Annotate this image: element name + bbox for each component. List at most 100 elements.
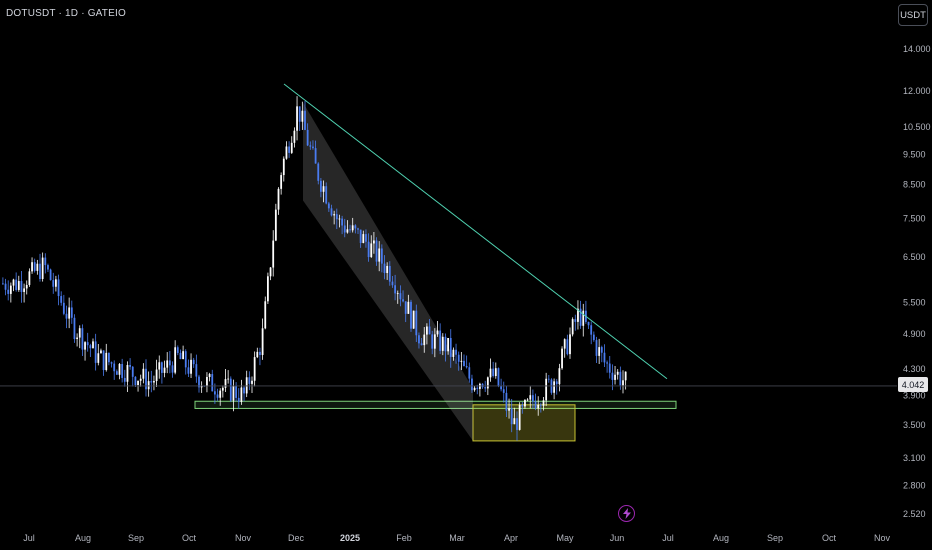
candle-body [269, 267, 272, 277]
candle-body [137, 380, 139, 386]
price-tick-label: 5.500 [903, 297, 926, 307]
candle-body [118, 363, 121, 375]
candle-body [402, 299, 404, 302]
candle-body [86, 342, 89, 346]
candle-body [57, 279, 60, 297]
price-axis[interactable]: 14.000 12.000 10.500 9.500 8.500 7.500 6.500 5.… [903, 44, 931, 519]
time-tick-label: Oct [182, 533, 197, 543]
candle-body [399, 293, 402, 300]
time-tick-label: Apr [504, 533, 518, 543]
event-flash-icon[interactable] [618, 505, 635, 522]
price-tick-label: 2.800 [903, 480, 926, 490]
candle-body [563, 339, 566, 349]
candle-body [383, 263, 386, 274]
candle-body [182, 351, 184, 360]
candle-body [497, 368, 500, 386]
candle-body [433, 334, 436, 349]
candle-body [174, 347, 177, 373]
price-tick-label: 8.500 [903, 179, 926, 189]
candle-body [452, 349, 455, 357]
candle-body [365, 234, 367, 242]
candle-body [444, 336, 447, 352]
candle-body [346, 229, 349, 233]
candle-body [232, 385, 235, 401]
candle-body [335, 214, 338, 220]
candle-body [611, 372, 614, 380]
candle-body [513, 418, 516, 425]
candle-body [532, 395, 534, 402]
candle-body [500, 385, 502, 390]
candle-body [129, 365, 131, 367]
candle-body [168, 360, 171, 366]
candle-body [23, 288, 25, 292]
candle-body [463, 360, 465, 367]
candle-body [264, 301, 267, 329]
candle-body [505, 392, 508, 411]
candle-body [553, 381, 555, 393]
candle-body [155, 369, 158, 382]
candle-body [52, 280, 55, 287]
candle-body [457, 354, 460, 362]
candle-body [330, 208, 333, 216]
price-tick-label: 3.500 [903, 420, 926, 430]
candle-body [418, 335, 420, 344]
candle-body [224, 379, 227, 388]
candle-body [219, 390, 222, 398]
candle-body [624, 371, 627, 381]
candle-body [420, 343, 423, 346]
price-tick-label: 6.500 [903, 252, 926, 262]
candle-body [36, 263, 39, 271]
candle-body [153, 381, 155, 383]
candle-body [49, 269, 52, 281]
candle-body [608, 363, 611, 373]
candle-body [55, 279, 57, 287]
time-tick-label: Feb [396, 533, 412, 543]
candle-body [288, 146, 290, 153]
candle-body [476, 387, 479, 389]
candle-body [516, 418, 518, 430]
candle-body [439, 330, 442, 351]
candle-body [296, 106, 298, 131]
candle-body [280, 175, 283, 189]
candle-body [534, 401, 537, 409]
candle-body [92, 341, 94, 349]
candle-body [76, 337, 78, 340]
candle-body [622, 380, 624, 386]
candle-body [298, 106, 301, 122]
candle-body [362, 234, 365, 243]
candle-body [261, 328, 264, 355]
candle-body [60, 296, 63, 303]
price-tick-label: 2.520 [903, 509, 926, 519]
candle-body [396, 293, 399, 294]
candle-body [619, 371, 622, 386]
candle-body [354, 225, 357, 229]
candle-body [317, 163, 320, 181]
candle-body [84, 342, 86, 350]
time-tick-label: Dec [288, 533, 305, 543]
candle-body [227, 378, 230, 380]
candle-body [150, 381, 153, 383]
current-price-label: 4.042 [898, 377, 928, 392]
buy-zone [472, 404, 576, 442]
candle-body [12, 279, 15, 286]
candle-body [526, 399, 529, 401]
time-axis[interactable]: Jul Aug Sep Oct Nov Dec 2025 Feb Mar Apr May Jun Jul… [23, 533, 890, 543]
candle-body [131, 366, 134, 377]
candle-body [423, 334, 426, 346]
candle-body [4, 283, 7, 290]
candle-body [78, 328, 81, 338]
annotation-layer [194, 102, 677, 442]
currency-button[interactable]: USDT [898, 4, 928, 26]
candle-body [237, 397, 240, 402]
candle-body [176, 347, 179, 353]
candle-body [105, 352, 108, 371]
candle-body [394, 285, 396, 294]
candle-body [158, 362, 161, 370]
candle-body [349, 229, 351, 231]
candle-body [41, 257, 44, 279]
time-tick-label: Sep [767, 533, 783, 543]
candle-body [598, 347, 601, 356]
candle-body [17, 281, 20, 290]
candle-body [211, 374, 214, 392]
